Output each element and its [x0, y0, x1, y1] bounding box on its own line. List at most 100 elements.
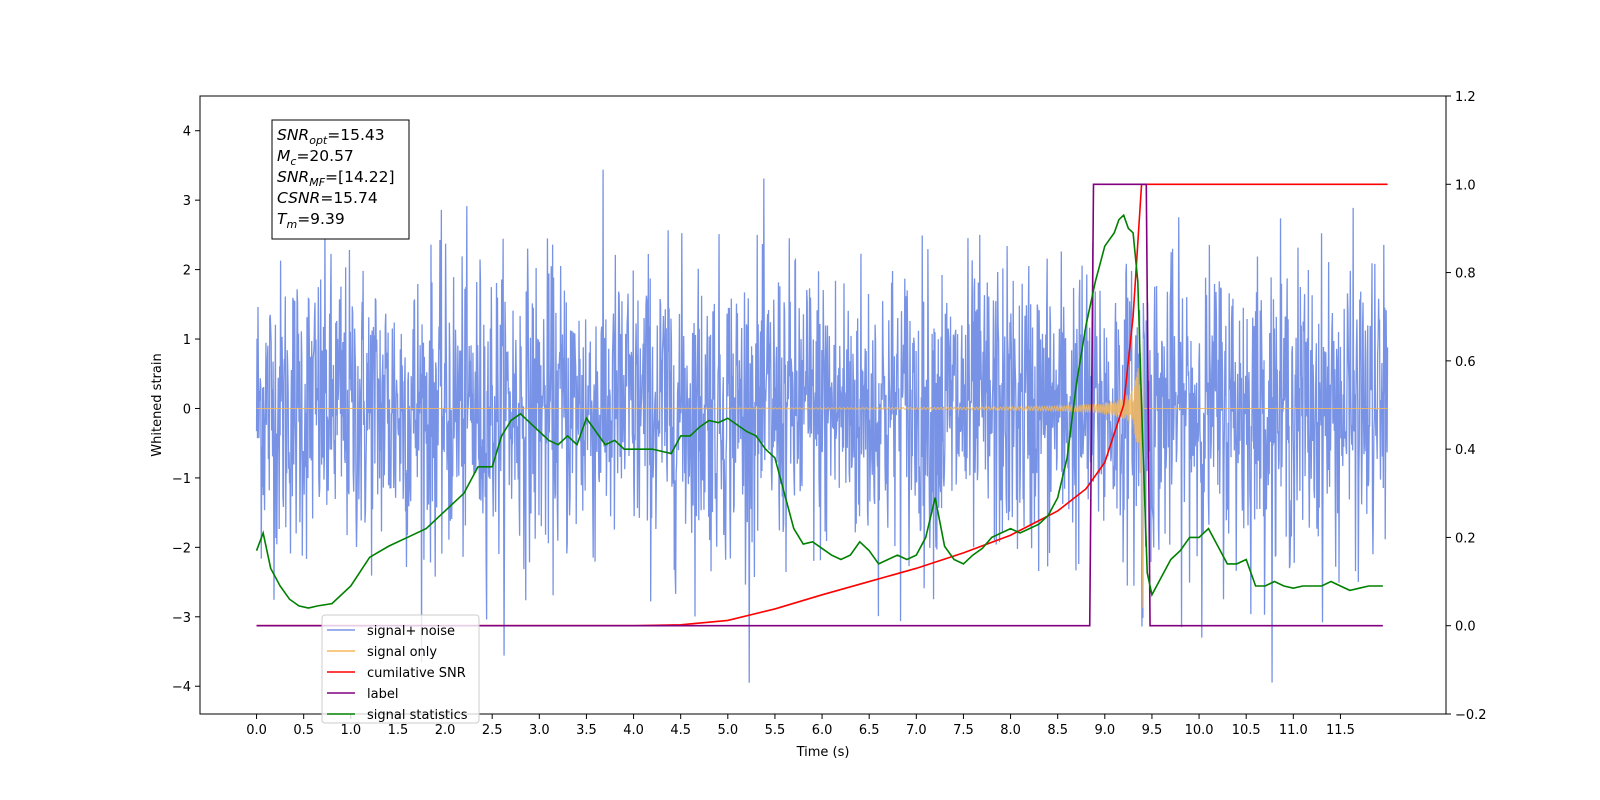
x-tick-label: 4.0 [623, 723, 644, 738]
y-right-tick-label: 1.0 [1455, 178, 1476, 193]
series-signal-statistics [255, 213, 1383, 609]
x-tick-label: 3.5 [576, 723, 597, 738]
y-right-tick: 1.2 [1446, 90, 1476, 105]
y-axis-label-left: Whitened strain [150, 353, 165, 456]
y-right-tick: 0.4 [1446, 443, 1476, 458]
x-tick: 6.0 [812, 714, 833, 738]
x-tick-label: 11.5 [1326, 723, 1355, 738]
x-tick-label: 6.0 [812, 723, 833, 738]
x-tick: 9.5 [1142, 714, 1163, 738]
annotation-frame [271, 119, 410, 240]
x-axis-label: Time (s) [796, 745, 850, 760]
y-left-tick: 0 [183, 402, 200, 417]
annotation-line: SNRMF=[14.22] [277, 168, 395, 189]
y-right-tick-label: 1.2 [1455, 90, 1476, 105]
legend-item: label [327, 687, 398, 702]
legend-label: signal statistics [367, 708, 468, 723]
y-left-tick: 4 [183, 125, 200, 140]
y-axis-left: −4 −3 −2 −1 0 1 2 3 4 [172, 125, 200, 695]
y-left-tick-label: 1 [183, 333, 191, 348]
x-tick-label: 10.5 [1232, 723, 1261, 738]
x-tick-label: 0.0 [246, 723, 267, 738]
annotation-line: CSNR=15.74 [277, 189, 378, 207]
x-tick: 9.0 [1094, 714, 1115, 738]
x-axis: 0.0 0.5 1.0 1.5 2.0 2.5 3.0 3.5 4.0 4.5 5.0 5.5 6.0 6… [246, 714, 1355, 738]
y-right-tick: 0.2 [1446, 531, 1476, 546]
x-tick-label: 1.5 [388, 723, 409, 738]
y-left-tick: −2 [172, 541, 200, 556]
annotation-line: SNRopt=15.43 [277, 126, 385, 147]
x-tick-label: 5.5 [765, 723, 786, 738]
x-tick-label: 8.0 [1000, 723, 1021, 738]
x-tick: 11.5 [1326, 714, 1355, 738]
series-signal-plus-noise [255, 169, 1389, 683]
y-left-tick-label: 0 [183, 402, 191, 417]
legend-item: signal only [327, 645, 437, 660]
y-right-tick: 0.0 [1446, 620, 1476, 635]
y-left-tick-label: 4 [183, 125, 191, 140]
legend-label: signal only [367, 645, 437, 660]
x-tick-label: 10.0 [1185, 723, 1214, 738]
x-tick-label: 2.5 [482, 723, 503, 738]
x-tick: 4.5 [670, 714, 691, 738]
stats-annotation-box: SNRopt=15.43Mc=20.57SNRMF=[14.22]CSNR=15… [271, 119, 410, 240]
x-tick: 2.5 [482, 714, 503, 738]
y-left-tick-label: −1 [172, 472, 191, 487]
y-left-tick-label: −2 [172, 541, 191, 556]
y-right-tick-label: 0.0 [1455, 620, 1476, 635]
series-cumulative-snr [256, 183, 1388, 627]
x-tick-label: 9.0 [1094, 723, 1115, 738]
x-tick: 5.5 [765, 714, 786, 738]
y-left-tick: 2 [183, 264, 200, 279]
y-right-tick-label: −0.2 [1455, 708, 1487, 723]
x-tick-label: 9.5 [1142, 723, 1163, 738]
x-tick-label: 11.0 [1279, 723, 1308, 738]
legend: signal+ noise signal only cumilative SNR la… [321, 614, 480, 724]
y-right-tick-label: 0.4 [1455, 443, 1476, 458]
y-axis-right: −0.2 0.0 0.2 0.4 0.6 0.8 1.0 1.2 [1446, 90, 1487, 723]
y-left-tick-label: 2 [183, 264, 191, 279]
y-right-tick: 0.8 [1446, 267, 1476, 282]
x-tick-label: 7.5 [953, 723, 974, 738]
plot-series-layer [255, 169, 1389, 683]
x-tick: 3.5 [576, 714, 597, 738]
legend-label: cumilative SNR [367, 666, 466, 681]
x-tick: 7.5 [953, 714, 974, 738]
x-tick: 10.5 [1232, 714, 1261, 738]
series-signal-only [256, 338, 1388, 609]
legend-frame [321, 614, 480, 724]
plot-frame [199, 95, 1447, 715]
legend-item: signal+ noise [327, 624, 455, 639]
x-tick: 8.5 [1047, 714, 1068, 738]
x-tick: 7.0 [906, 714, 927, 738]
x-tick: 0.5 [293, 714, 314, 738]
x-tick: 6.5 [859, 714, 880, 738]
x-tick-label: 2.0 [435, 723, 456, 738]
x-tick-label: 1.0 [340, 723, 361, 738]
y-right-tick-label: 0.6 [1455, 355, 1476, 370]
x-tick: 11.0 [1279, 714, 1308, 738]
x-tick: 10.0 [1185, 714, 1214, 738]
annotation-line: Tm=9.39 [277, 210, 345, 231]
x-tick-label: 6.5 [859, 723, 880, 738]
y-left-tick-label: −3 [172, 611, 191, 626]
y-left-tick: −3 [172, 611, 200, 626]
x-tick-label: 7.0 [906, 723, 927, 738]
x-tick: 3.0 [529, 714, 550, 738]
y-right-tick-label: 0.8 [1455, 267, 1476, 282]
y-left-tick-label: 3 [183, 194, 191, 209]
y-right-tick: −0.2 [1446, 708, 1487, 723]
x-tick-label: 4.5 [670, 723, 691, 738]
x-tick-label: 3.0 [529, 723, 550, 738]
y-left-tick: −1 [172, 472, 200, 487]
y-right-tick: 1.0 [1446, 178, 1476, 193]
x-tick: 5.0 [717, 714, 738, 738]
y-left-tick: 1 [183, 333, 200, 348]
x-tick-label: 0.5 [293, 723, 314, 738]
x-tick-label: 5.0 [717, 723, 738, 738]
legend-label: label [367, 687, 398, 702]
y-left-tick: −4 [172, 680, 200, 695]
legend-item: cumilative SNR [327, 666, 466, 681]
annotation-line: Mc=20.57 [277, 147, 354, 168]
